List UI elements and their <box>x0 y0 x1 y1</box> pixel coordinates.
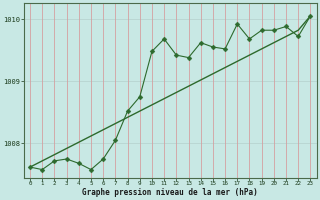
X-axis label: Graphe pression niveau de la mer (hPa): Graphe pression niveau de la mer (hPa) <box>82 188 258 197</box>
